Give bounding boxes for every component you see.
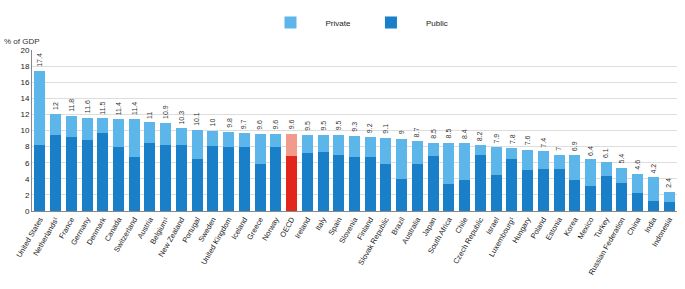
svg-text:2.4: 2.4 xyxy=(665,178,672,188)
svg-text:6.9: 6.9 xyxy=(571,141,578,151)
svg-text:9.5: 9.5 xyxy=(335,120,342,130)
svg-text:2: 2 xyxy=(25,191,30,200)
svg-text:16: 16 xyxy=(20,78,29,87)
svg-text:Denmark: Denmark xyxy=(85,215,108,246)
svg-text:14: 14 xyxy=(20,94,29,103)
svg-text:Finland: Finland xyxy=(355,216,375,242)
svg-text:10: 10 xyxy=(209,119,216,127)
svg-text:China: China xyxy=(625,215,643,237)
svg-text:9.6: 9.6 xyxy=(272,120,279,130)
svg-text:Netherlands¹: Netherlands¹ xyxy=(31,215,61,257)
svg-text:Israel: Israel xyxy=(484,215,501,236)
svg-text:Greece: Greece xyxy=(245,216,265,242)
svg-text:5.4: 5.4 xyxy=(618,154,625,164)
svg-text:10.1: 10.1 xyxy=(193,112,200,126)
svg-text:Norway: Norway xyxy=(260,215,281,242)
svg-text:0: 0 xyxy=(25,207,30,216)
svg-text:Canada: Canada xyxy=(103,215,124,243)
svg-text:9.1: 9.1 xyxy=(382,124,389,134)
svg-text:Switzerland: Switzerland xyxy=(112,216,139,254)
svg-text:Spain: Spain xyxy=(326,216,343,237)
svg-text:9.6: 9.6 xyxy=(288,119,295,129)
svg-text:United Kingdom: United Kingdom xyxy=(199,216,233,267)
svg-text:New Zealand: New Zealand xyxy=(157,216,187,259)
svg-text:Czech Republic: Czech Republic xyxy=(451,215,485,265)
svg-text:9: 9 xyxy=(398,130,405,134)
svg-text:10.3: 10.3 xyxy=(178,111,185,125)
svg-text:Mexico: Mexico xyxy=(576,216,596,241)
svg-text:India: India xyxy=(642,215,658,234)
svg-text:12: 12 xyxy=(52,102,59,110)
svg-text:20: 20 xyxy=(20,46,29,55)
svg-text:Russian Federation: Russian Federation xyxy=(587,216,627,277)
svg-text:6.4: 6.4 xyxy=(587,146,594,156)
svg-text:Italy: Italy xyxy=(313,215,328,232)
svg-text:4: 4 xyxy=(25,175,30,184)
svg-text:Public: Public xyxy=(426,19,448,28)
svg-text:Estonia: Estonia xyxy=(544,215,565,242)
svg-text:10: 10 xyxy=(20,126,29,135)
svg-text:Chile: Chile xyxy=(453,216,469,235)
svg-text:Hungary: Hungary xyxy=(511,215,533,244)
svg-text:9.2: 9.2 xyxy=(366,123,373,133)
svg-text:Sweden: Sweden xyxy=(197,216,218,244)
svg-text:Slovenia: Slovenia xyxy=(337,215,360,245)
svg-text:18: 18 xyxy=(20,62,29,71)
svg-text:11.6: 11.6 xyxy=(84,100,91,113)
svg-text:Luxembourg¹: Luxembourg¹ xyxy=(487,215,517,258)
svg-text:Private: Private xyxy=(326,19,351,28)
svg-text:7.8: 7.8 xyxy=(509,134,516,144)
svg-text:11: 11 xyxy=(146,112,153,119)
svg-text:17.4: 17.4 xyxy=(36,53,43,67)
svg-text:Australia: Australia xyxy=(400,215,423,245)
svg-text:Indonesia: Indonesia xyxy=(650,215,674,248)
svg-text:Portugal: Portugal xyxy=(180,215,202,244)
svg-text:6.1: 6.1 xyxy=(602,148,609,158)
svg-text:Iceland: Iceland xyxy=(229,216,249,241)
svg-text:Poland: Poland xyxy=(529,216,548,241)
svg-text:12: 12 xyxy=(20,110,29,119)
svg-text:9.5: 9.5 xyxy=(304,121,311,131)
svg-text:South Africa: South Africa xyxy=(426,215,454,255)
svg-text:8: 8 xyxy=(25,142,30,151)
svg-text:8.7: 8.7 xyxy=(413,128,420,138)
svg-text:Turkey: Turkey xyxy=(592,215,611,239)
svg-text:Belgium¹: Belgium¹ xyxy=(148,215,171,246)
svg-text:Austria: Austria xyxy=(136,215,156,240)
svg-text:Korea: Korea xyxy=(562,215,580,238)
svg-text:Japan: Japan xyxy=(420,216,438,238)
svg-text:11.8: 11.8 xyxy=(68,99,75,112)
svg-text:United States: United States xyxy=(15,215,45,259)
svg-text:Brazil: Brazil xyxy=(390,215,407,236)
svg-text:8.5: 8.5 xyxy=(445,129,452,139)
svg-text:7.9: 7.9 xyxy=(493,134,500,144)
svg-text:6: 6 xyxy=(25,159,30,168)
svg-text:France: France xyxy=(57,216,76,241)
svg-text:Germany: Germany xyxy=(69,215,92,246)
svg-text:11.4: 11.4 xyxy=(131,102,138,115)
svg-text:4.6: 4.6 xyxy=(634,160,641,170)
svg-text:10.9: 10.9 xyxy=(162,105,169,119)
svg-text:8.4: 8.4 xyxy=(461,129,468,139)
svg-text:Slovak Republic: Slovak Republic xyxy=(356,215,391,266)
svg-text:9.6: 9.6 xyxy=(256,120,263,130)
svg-text:9.3: 9.3 xyxy=(351,122,358,132)
svg-text:11.4: 11.4 xyxy=(115,102,122,115)
svg-text:OECD: OECD xyxy=(278,215,297,239)
svg-text:7.6: 7.6 xyxy=(524,136,531,146)
svg-text:9.7: 9.7 xyxy=(240,119,247,129)
svg-text:7: 7 xyxy=(555,147,562,151)
svg-text:Ireland: Ireland xyxy=(293,216,312,240)
svg-text:8.2: 8.2 xyxy=(476,132,483,142)
svg-text:% of GDP: % of GDP xyxy=(4,37,40,46)
svg-text:7.4: 7.4 xyxy=(540,138,547,148)
svg-text:11.5: 11.5 xyxy=(99,102,106,115)
svg-text:9.5: 9.5 xyxy=(320,121,327,131)
svg-text:8.5: 8.5 xyxy=(430,129,437,139)
svg-text:4.2: 4.2 xyxy=(650,164,657,174)
svg-text:9.8: 9.8 xyxy=(226,118,233,128)
